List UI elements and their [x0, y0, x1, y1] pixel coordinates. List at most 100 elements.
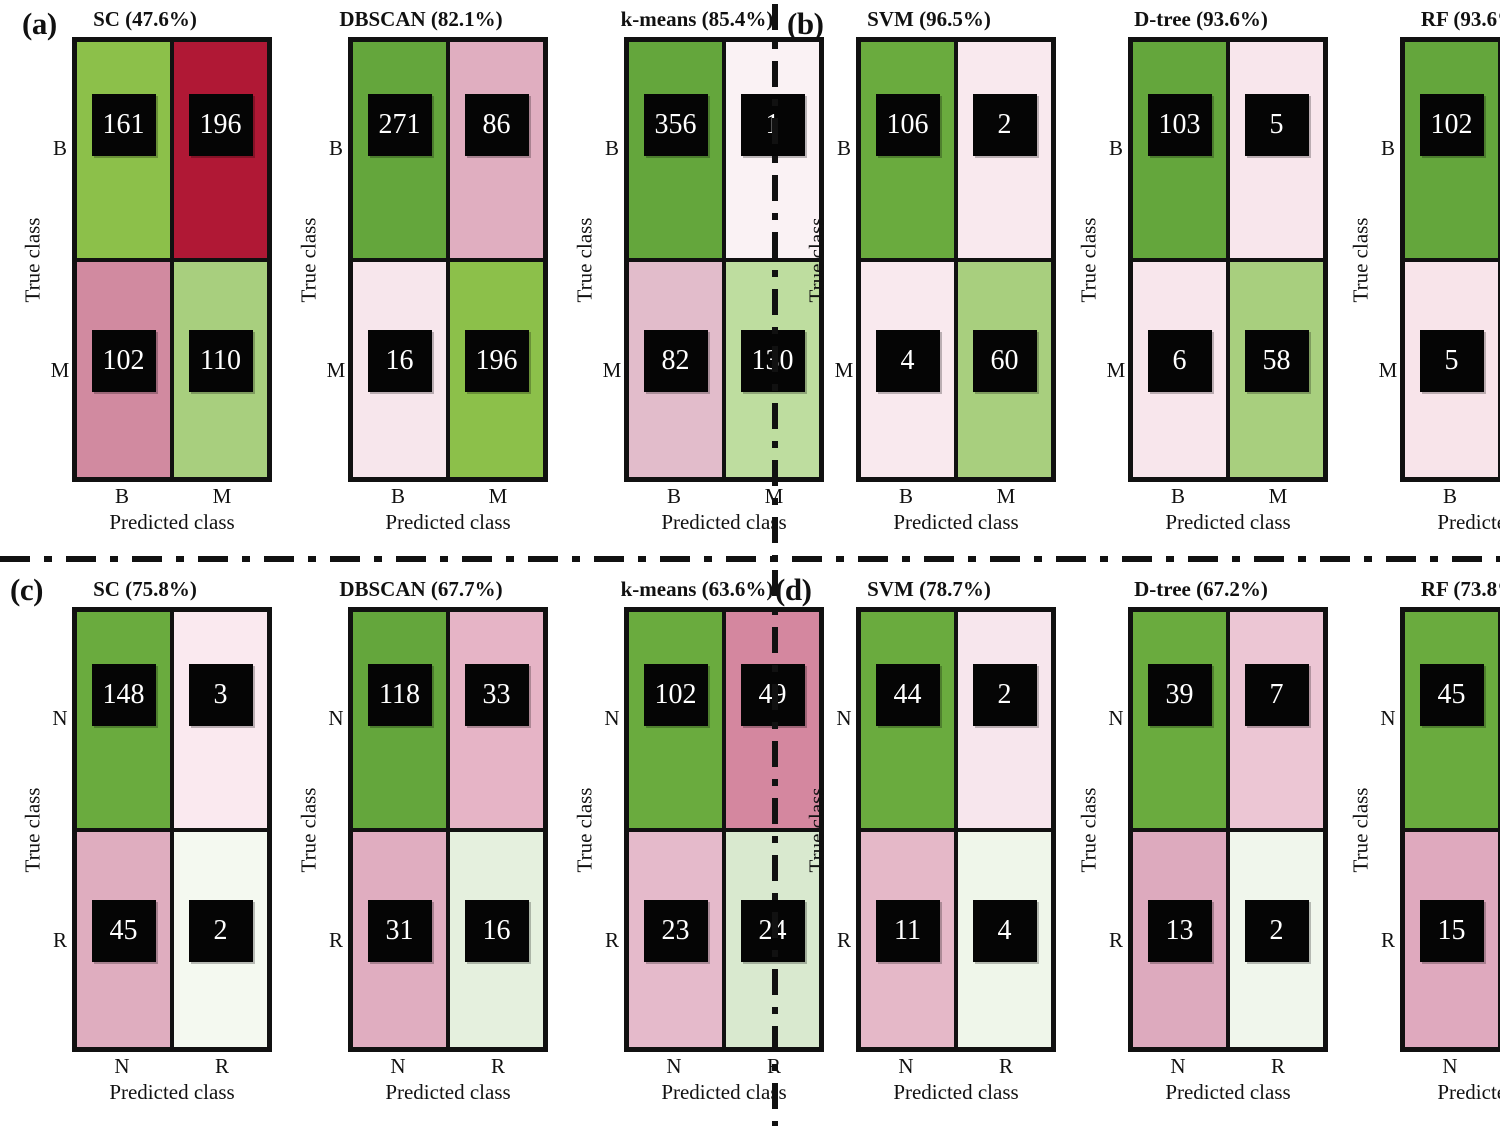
- x-axis-label: Predicted class: [1165, 510, 1291, 534]
- cell-value: 5: [1419, 329, 1484, 392]
- matrix-cell: 5: [1230, 42, 1323, 258]
- cell-value: 5: [1244, 94, 1309, 156]
- y-axis-label: True class: [296, 787, 321, 872]
- matrix-cell: 58: [1230, 261, 1323, 477]
- cell-value: 196: [464, 329, 529, 392]
- y-tick-label: R: [604, 928, 619, 953]
- confusion-matrix-svm-d: SVM (78.7%) True class N R 44 2 11 4 N R Predicted…: [802, 576, 1056, 1128]
- matrix-grid: 106 2 4 60: [856, 37, 1056, 482]
- cell-value: 356: [643, 94, 708, 156]
- matrix-cell: 102: [77, 261, 170, 477]
- cell-value: 58: [1244, 329, 1309, 392]
- cell-value: 106: [875, 94, 940, 156]
- chart-body: True class B M 106 2 4 60: [802, 37, 1056, 482]
- cell-value: 2: [188, 899, 253, 962]
- matrix-cell: 4: [958, 831, 1051, 1047]
- panel-row-bottom: SC (75.8%) True class N R 148 3 45 2 N R Predicted…: [0, 564, 1500, 1128]
- y-axis-label: True class: [572, 787, 597, 872]
- chart-body: True classNR102492324: [570, 607, 824, 1052]
- cell-value: 110: [188, 329, 253, 392]
- matrix-grid: 148 3 45 2: [72, 607, 272, 1052]
- x-tick-label: R: [998, 1054, 1013, 1078]
- matrix-cell: 15: [1405, 831, 1498, 1047]
- chart-body: True classBM1026559: [1346, 37, 1500, 482]
- confusion-matrix-d-tree-b: D-tree (93.6%) True class B M 103 5 6 58 B M Predi…: [1074, 6, 1328, 564]
- chart-title: SVM (78.7%): [867, 577, 991, 601]
- y-tick-label: R: [1380, 928, 1395, 953]
- panel-b: SVM (96.5%) True class B M 106 2 4 60 B M Predicte…: [770, 0, 1500, 564]
- x-tick-label: B: [898, 484, 913, 508]
- y-axis-label: True class: [572, 217, 597, 302]
- y-axis-label-wrap: True class: [294, 37, 324, 482]
- y-tick-label: B: [52, 135, 67, 160]
- x-tick-label: R: [214, 1054, 229, 1078]
- x-tick-label: N: [1442, 1054, 1458, 1078]
- x-axis-label: Predicted class: [1165, 1080, 1291, 1104]
- matrix-cell: 2: [1230, 831, 1323, 1047]
- x-tick-label: N: [114, 1054, 130, 1078]
- cell-value: 271: [367, 94, 432, 156]
- y-tick-label: B: [328, 135, 343, 160]
- y-tick-label: N: [328, 705, 344, 730]
- cell-value: 33: [464, 664, 529, 726]
- y-tick-label: R: [1108, 928, 1123, 953]
- y-axis-label: True class: [296, 217, 321, 302]
- chart-body: True class N R 39 7 13 2: [1074, 607, 1328, 1052]
- chart-title: DBSCAN (67.7%): [339, 577, 503, 601]
- cell-value: 16: [464, 899, 529, 962]
- y-tick-label: B: [1108, 135, 1123, 160]
- y-axis-label-wrap: True class: [18, 37, 48, 482]
- matrix-grid: 451150: [1400, 607, 1500, 1052]
- y-axis-label: True class: [20, 787, 45, 872]
- cell-value: 60: [972, 329, 1037, 392]
- matrix-cell: 2: [174, 831, 267, 1047]
- chart-title: D-tree (93.6%): [1134, 7, 1268, 31]
- matrix-cell: 60: [958, 261, 1051, 477]
- confusion-matrix-dbscan-c: DBSCAN (67.7%) True class N R 118 33 31 16 N R Pre…: [294, 576, 548, 1128]
- chart-title: k-means (85.4%): [620, 7, 774, 31]
- matrix-cell: 39: [1133, 612, 1226, 828]
- x-axis-ticks: BM: [1400, 482, 1500, 509]
- matrix-cell: 271: [353, 42, 446, 258]
- cell-value: 102: [1419, 94, 1484, 156]
- x-axis-label: Predicted class: [893, 510, 1019, 534]
- panel-c: SC (75.8%) True class N R 148 3 45 2 N R Predicted…: [0, 564, 824, 1128]
- matrix-cell: 2: [958, 612, 1051, 828]
- y-axis-label-wrap: True class: [294, 607, 324, 1052]
- x-axis-label: Predicted class: [661, 510, 787, 534]
- matrix-cell: 4: [861, 261, 954, 477]
- confusion-matrix-svm-b: SVM (96.5%) True class B M 106 2 4 60 B M Predicte…: [802, 6, 1056, 564]
- x-tick-label: N: [1170, 1054, 1186, 1078]
- cell-value: 16: [367, 329, 432, 392]
- y-axis-label-wrap: True class: [570, 37, 600, 482]
- confusion-matrix-rf-b: RF (93.6%)True classBM1026559BMPredicted…: [1346, 6, 1500, 564]
- chart-title: RF (73.8%): [1420, 577, 1500, 601]
- x-tick-label: R: [490, 1054, 505, 1078]
- matrix-cell: 148: [77, 612, 170, 828]
- x-axis-label: Predicted class: [1437, 510, 1500, 534]
- y-tick-label: M: [326, 358, 346, 383]
- chart-body: True class N R 44 2 11 4: [802, 607, 1056, 1052]
- x-axis-ticks: NR: [1400, 1052, 1500, 1079]
- cell-value: 23: [643, 899, 708, 962]
- y-tick-label: N: [1108, 705, 1124, 730]
- cell-value: 6: [1147, 329, 1212, 392]
- cell-value: 31: [367, 899, 432, 962]
- matrix-cell: 6: [1133, 261, 1226, 477]
- y-tick-label: M: [1106, 358, 1126, 383]
- cell-value: 11: [875, 899, 940, 962]
- x-tick-label: B: [1442, 484, 1457, 508]
- x-tick-label: N: [898, 1054, 914, 1078]
- cell-value: 45: [91, 899, 156, 962]
